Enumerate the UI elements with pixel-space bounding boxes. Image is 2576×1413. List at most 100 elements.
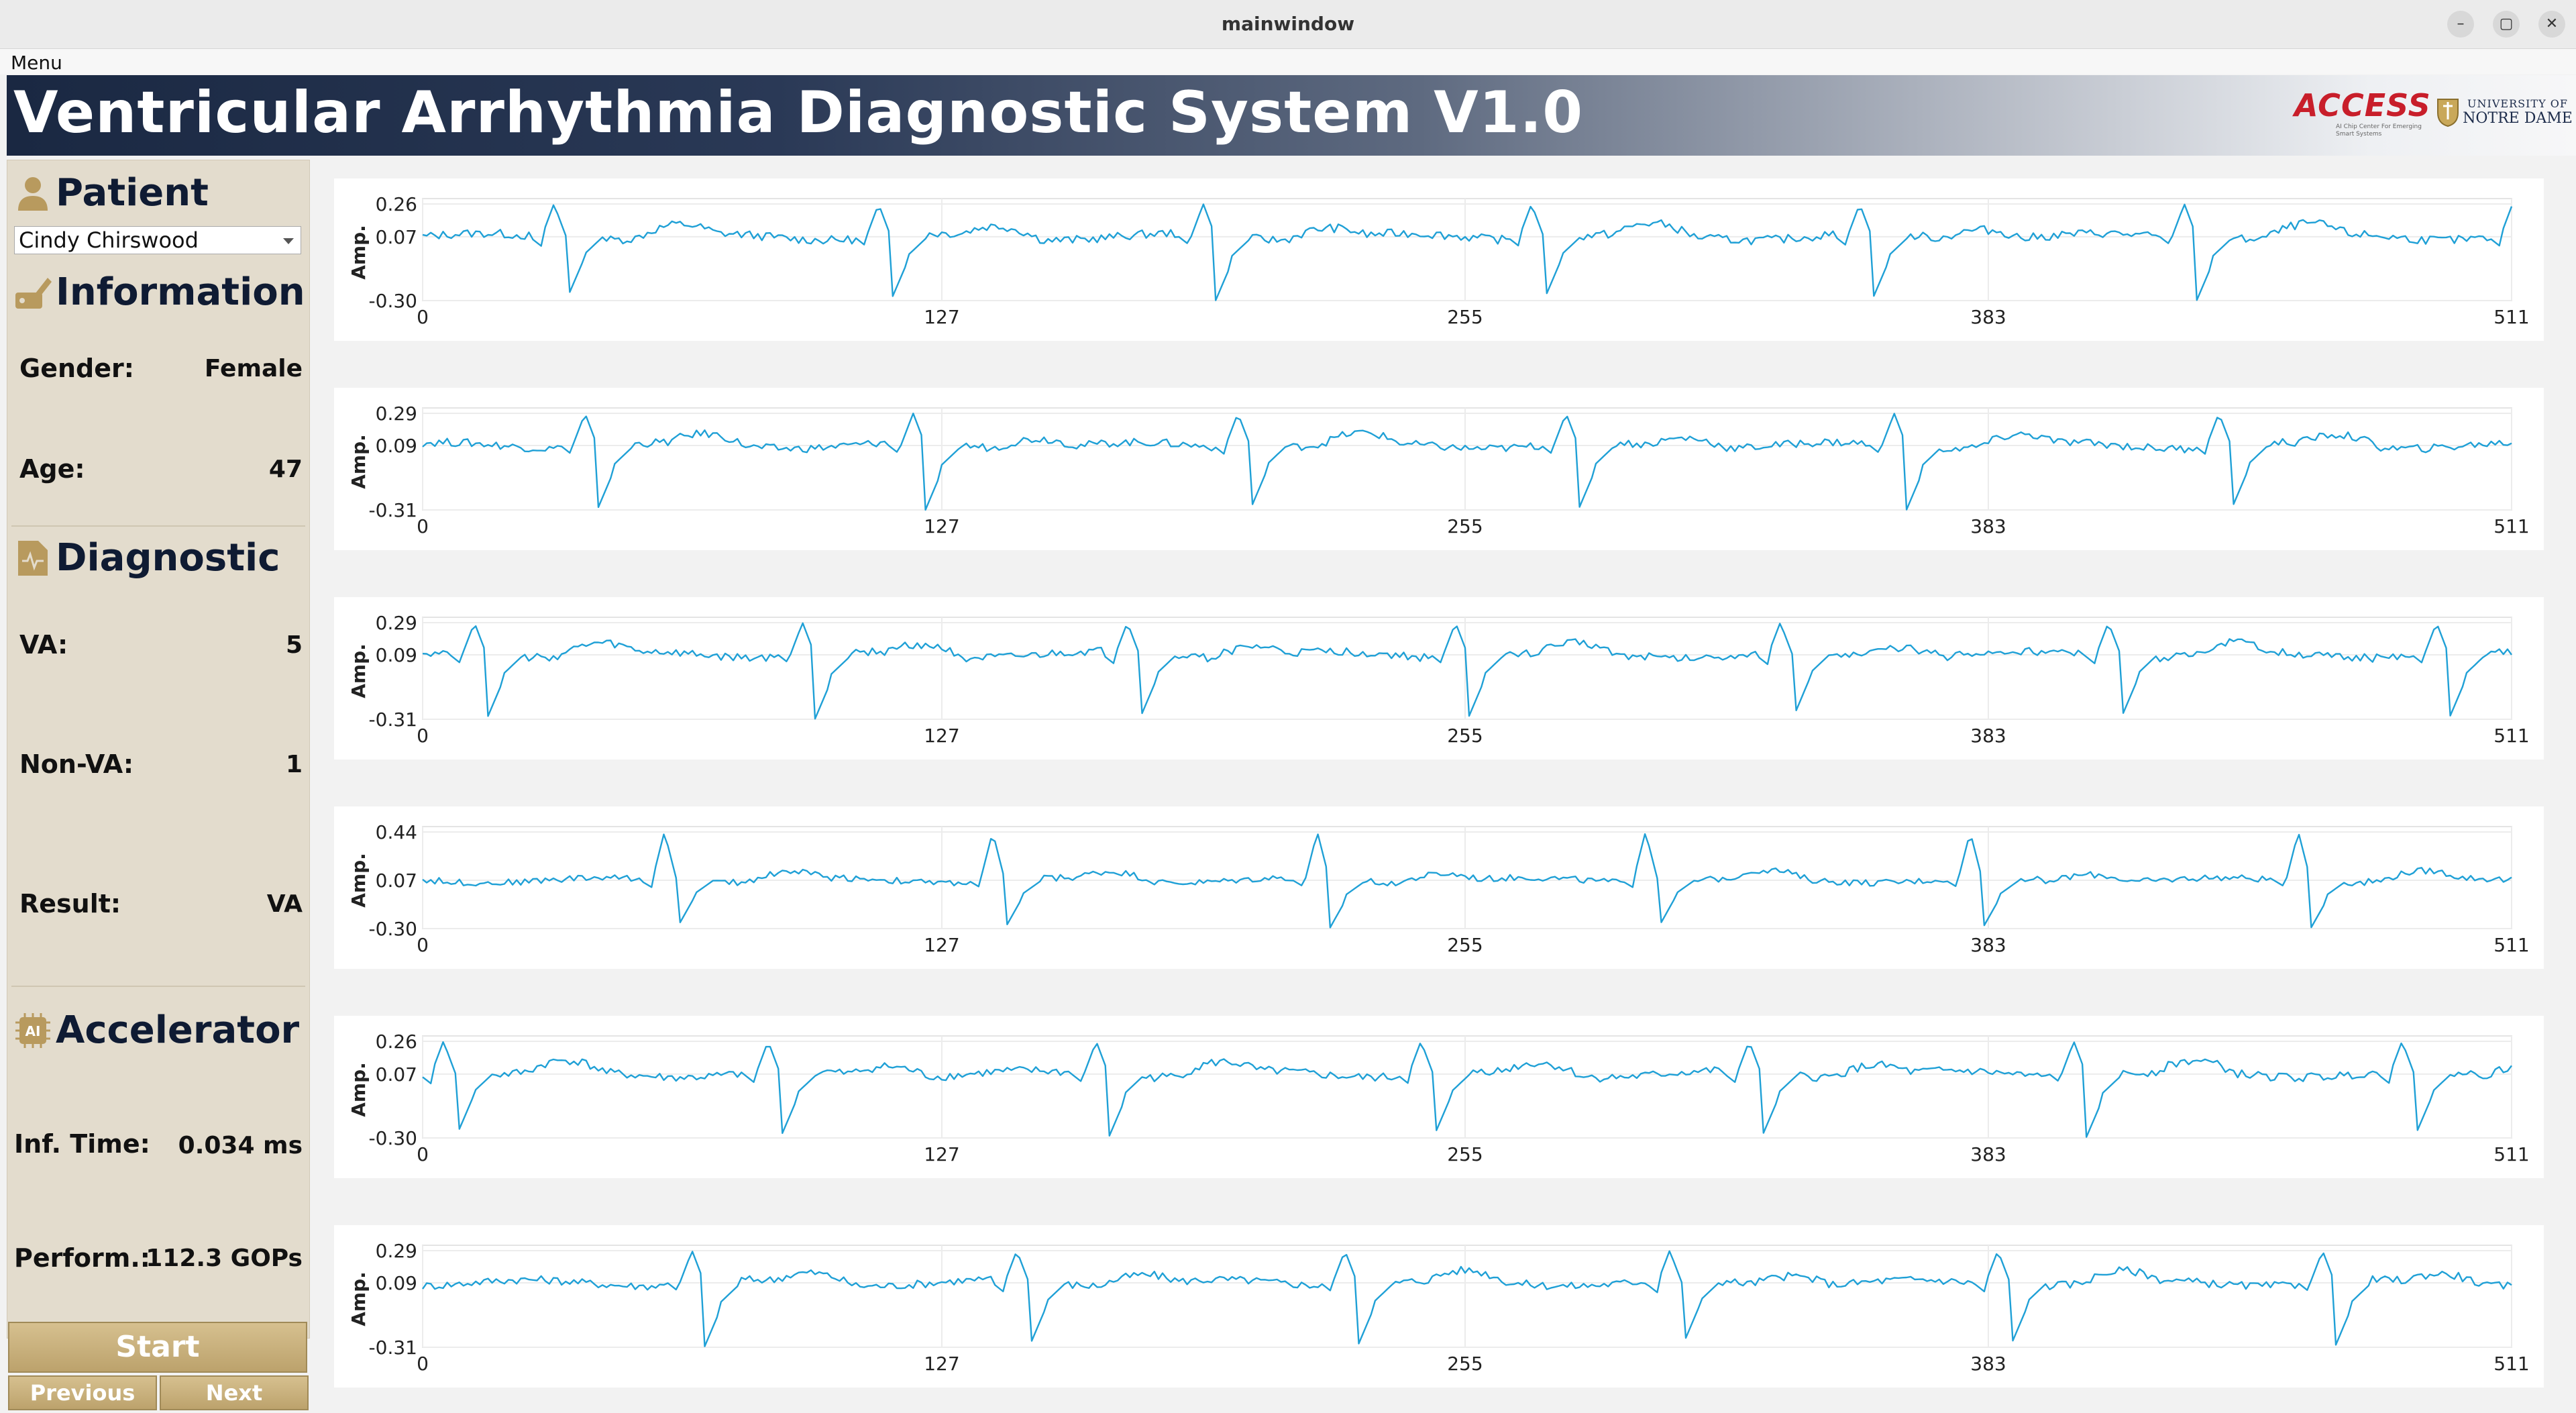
access-logo: ACCESS AI Chip Center For Emerging Smart… bbox=[2294, 87, 2431, 148]
x-tick-label: 255 bbox=[1447, 1143, 1483, 1165]
x-tick-label: 383 bbox=[1970, 1143, 2006, 1165]
patient-heading: Patient bbox=[13, 171, 209, 215]
y-tick-label: -0.31 bbox=[369, 709, 417, 731]
x-tick-label: 0 bbox=[417, 1353, 429, 1375]
y-axis-label: Amp. bbox=[347, 643, 370, 698]
x-tick-label: 511 bbox=[2493, 1353, 2529, 1375]
close-icon[interactable]: ✕ bbox=[2538, 11, 2565, 38]
patient-select[interactable]: Cindy Chirswood bbox=[14, 226, 301, 254]
x-tick-label: 383 bbox=[1970, 306, 2006, 328]
x-tick-label: 383 bbox=[1970, 934, 2006, 956]
y-tick-label: 0.29 bbox=[376, 403, 417, 425]
access-logo-subtitle: AI Chip Center For Emerging Smart System… bbox=[2336, 123, 2422, 138]
ecg-chart-svg: 0.29 0.09 -0.310 127 255 383 511 Amp. bbox=[347, 403, 2530, 537]
start-button[interactable]: Start bbox=[8, 1322, 307, 1373]
x-tick-label: 383 bbox=[1970, 515, 2006, 537]
y-tick-label: -0.31 bbox=[369, 499, 417, 521]
shield-icon bbox=[2437, 99, 2459, 127]
chevron-down-icon bbox=[283, 238, 294, 244]
perform-value: 112.3 GOPs bbox=[146, 1245, 303, 1272]
y-tick-label: 0.09 bbox=[376, 1272, 417, 1294]
x-tick-label: 383 bbox=[1970, 725, 2006, 747]
y-tick-label: 0.07 bbox=[376, 226, 417, 248]
app-title: Ventricular Arrhythmia Diagnostic System… bbox=[13, 79, 1584, 146]
x-tick-label: 127 bbox=[924, 1143, 959, 1165]
y-tick-label: -0.30 bbox=[369, 290, 417, 312]
ecg-chart-3: 0.29 0.09 -0.31 0 127 255 383 511 Amp. bbox=[334, 597, 2544, 760]
x-tick-label: 255 bbox=[1447, 306, 1483, 328]
gender-value: Female bbox=[204, 355, 303, 382]
y-axis-label: Amp. bbox=[347, 853, 370, 908]
inf-time-value: 0.034 ms bbox=[178, 1132, 303, 1159]
accelerator-heading-text: Accelerator bbox=[56, 1008, 300, 1052]
x-tick-label: 0 bbox=[417, 515, 429, 537]
sidebar: Patient Cindy Chirswood Information Gend… bbox=[7, 160, 310, 1339]
x-tick-label: 255 bbox=[1447, 725, 1483, 747]
age-value: 47 bbox=[268, 456, 303, 483]
y-tick-label: 0.07 bbox=[376, 870, 417, 892]
ecg-trace bbox=[422, 413, 2512, 511]
y-tick-label: 0.26 bbox=[376, 1031, 417, 1053]
info-tool-icon bbox=[15, 277, 52, 309]
window-titlebar: mainwindow – ▢ ✕ bbox=[0, 0, 2576, 49]
x-tick-label: 127 bbox=[924, 1353, 959, 1375]
y-tick-label: 0.29 bbox=[376, 612, 417, 634]
y-axis-label: Amp. bbox=[347, 1062, 370, 1117]
information-heading: Information bbox=[13, 270, 305, 314]
diagnostic-doc-icon bbox=[18, 540, 48, 576]
maximize-icon[interactable]: ▢ bbox=[2493, 11, 2520, 38]
nd-line2: NOTRE DAME bbox=[2463, 110, 2573, 127]
ecg-chart-svg: 0.26 0.07 -0.300 127 255 383 511 Amp. bbox=[347, 193, 2530, 328]
ecg-chart-svg: 0.26 0.07 -0.300 127 255 383 511 Amp. bbox=[347, 1031, 2530, 1165]
ecg-trace bbox=[422, 833, 2512, 929]
x-tick-label: 0 bbox=[417, 934, 429, 956]
ai-chip-icon: AI bbox=[15, 1012, 50, 1048]
ecg-chart-6: 0.29 0.09 -0.31 0 127 255 383 511 Amp. bbox=[334, 1225, 2544, 1388]
va-label: VA: bbox=[19, 630, 68, 660]
plot-frame bbox=[422, 198, 2512, 301]
ecg-plots: 0.26 0.07 -0.30 0 127 255 383 511 Amp. 0.29 0.09 -0… bbox=[334, 178, 2544, 1406]
x-tick-label: 255 bbox=[1447, 934, 1483, 956]
perform-label: Perform.: bbox=[14, 1243, 150, 1273]
plot-frame bbox=[422, 1245, 2512, 1348]
x-tick-label: 127 bbox=[924, 306, 959, 328]
menubar: Menu bbox=[0, 49, 2576, 74]
nonva-label: Non-VA: bbox=[19, 749, 134, 779]
x-tick-label: 255 bbox=[1447, 1353, 1483, 1375]
y-tick-label: -0.31 bbox=[369, 1337, 417, 1359]
access-logo-text: ACCESS bbox=[2294, 87, 2431, 123]
x-tick-label: 255 bbox=[1447, 515, 1483, 537]
x-tick-label: 127 bbox=[924, 725, 959, 747]
ecg-trace bbox=[422, 1041, 2512, 1138]
ecg-trace bbox=[422, 622, 2512, 720]
next-button[interactable]: Next bbox=[160, 1375, 309, 1410]
previous-button[interactable]: Previous bbox=[8, 1375, 157, 1410]
y-tick-label: 0.09 bbox=[376, 435, 417, 457]
y-tick-label: 0.44 bbox=[376, 821, 417, 843]
va-value: 5 bbox=[285, 631, 303, 659]
x-tick-label: 383 bbox=[1970, 1353, 2006, 1375]
x-tick-label: 0 bbox=[417, 725, 429, 747]
x-tick-label: 511 bbox=[2493, 306, 2529, 328]
x-tick-label: 511 bbox=[2493, 1143, 2529, 1165]
y-tick-label: 0.29 bbox=[376, 1240, 417, 1262]
minimize-icon[interactable]: – bbox=[2447, 11, 2474, 38]
age-label: Age: bbox=[19, 454, 85, 484]
y-tick-label: 0.07 bbox=[376, 1063, 417, 1086]
x-tick-label: 127 bbox=[924, 515, 959, 537]
divider bbox=[11, 525, 305, 527]
window-title: mainwindow bbox=[1221, 13, 1355, 35]
ecg-trace bbox=[422, 1250, 2512, 1347]
ecg-chart-svg: 0.29 0.09 -0.310 127 255 383 511 Amp. bbox=[347, 612, 2530, 747]
ecg-chart-2: 0.29 0.09 -0.31 0 127 255 383 511 Amp. bbox=[334, 388, 2544, 550]
y-tick-label: 0.26 bbox=[376, 193, 417, 215]
result-label: Result: bbox=[19, 889, 121, 919]
y-axis-label: Amp. bbox=[347, 434, 370, 489]
menu-item[interactable]: Menu bbox=[11, 52, 62, 74]
nonva-value: 1 bbox=[285, 751, 303, 778]
y-tick-label: -0.30 bbox=[369, 1127, 417, 1149]
ecg-chart-svg: 0.44 0.07 -0.300 127 255 383 511 Amp. bbox=[347, 821, 2530, 956]
x-tick-label: 127 bbox=[924, 934, 959, 956]
y-tick-label: -0.30 bbox=[369, 918, 417, 940]
inf-time-label: Inf. Time: bbox=[14, 1129, 150, 1159]
